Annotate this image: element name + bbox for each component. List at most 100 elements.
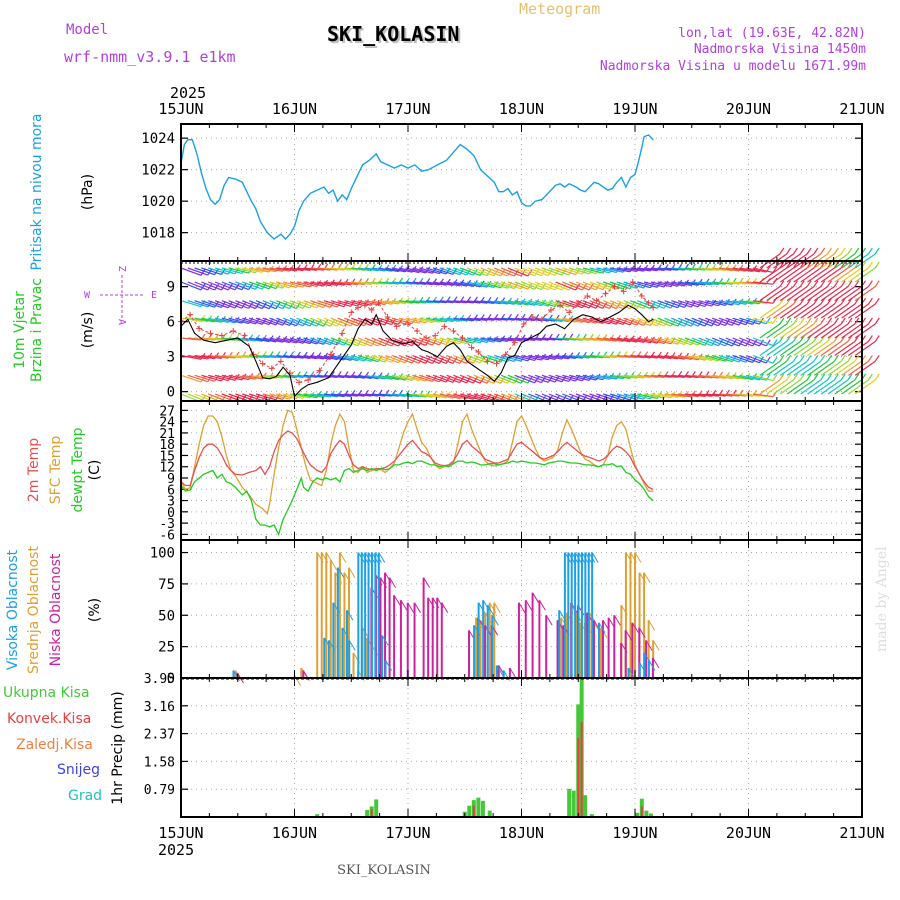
wind-barb (255, 354, 276, 359)
wind-barb (738, 318, 744, 326)
wind-barb (432, 317, 454, 323)
wind-barb (220, 268, 226, 275)
wind-barb (268, 302, 274, 309)
y-tick-label: 12 (159, 461, 175, 476)
wind-barb (201, 374, 222, 382)
wind-barb (705, 374, 726, 379)
wind-barb (283, 281, 304, 288)
wind-barb (445, 338, 451, 345)
wind-barb (507, 337, 528, 342)
wind-barb (296, 393, 317, 399)
wind-barb (786, 373, 792, 381)
wind-barb (254, 302, 260, 309)
compass-w: W (84, 290, 91, 301)
wind-barb (534, 376, 540, 384)
wind-barb (357, 281, 379, 285)
wind-barb (282, 300, 304, 309)
y-tick-label: 6 (167, 483, 175, 498)
mid-cloud-tick (294, 675, 301, 686)
wind-barb (779, 341, 801, 356)
wind-barb (799, 317, 805, 325)
wind-barb (187, 354, 208, 360)
wind-barb (704, 319, 710, 327)
wind-barb (459, 374, 481, 384)
wind-barb (541, 283, 546, 290)
wind-barb (847, 247, 853, 255)
wind-barb (398, 281, 419, 285)
wind-barb (317, 374, 338, 379)
wind-barb (391, 317, 413, 325)
wind-barb (351, 281, 372, 285)
wind-barb (439, 281, 460, 287)
wind-barb (766, 286, 788, 302)
wind-barb (596, 337, 617, 342)
wind-barb (378, 393, 399, 397)
wind-barb (800, 286, 822, 302)
wind-barb (296, 374, 317, 378)
wind-barb (494, 281, 515, 290)
wind-barb (289, 354, 311, 359)
mid-cloud-tick (643, 572, 651, 583)
wind-barb (261, 394, 267, 401)
wind-barb (214, 317, 236, 324)
wind-barb (378, 281, 399, 285)
precip-conv-bar (472, 805, 475, 817)
wind-barb (786, 267, 808, 283)
wind-barb (718, 267, 740, 272)
wind-barb (514, 300, 535, 306)
wind-barb (561, 375, 567, 383)
wind-barb (337, 374, 358, 379)
wind-barb (739, 300, 760, 305)
wind-barb (473, 374, 495, 384)
wind-barb (201, 281, 222, 291)
wind-barb (731, 318, 737, 326)
wind-barb (235, 374, 256, 380)
wind-barb (521, 300, 542, 307)
wind-barb (691, 354, 712, 362)
meteogram-label: Meteogram (519, 0, 600, 18)
wind-barb (678, 374, 699, 379)
y-tick-label: 6 (167, 315, 175, 331)
wind-barb (671, 281, 692, 287)
y-tick-label: 1024 (141, 131, 175, 147)
wind-barb (357, 267, 379, 272)
wind-barb (799, 280, 805, 287)
wind-barb (678, 267, 699, 271)
wind-barb (813, 373, 819, 381)
wind-barb (678, 281, 699, 286)
wind-barb (248, 337, 270, 343)
wind-barb (569, 317, 590, 324)
wind-barb (637, 374, 658, 379)
wind-barb (466, 281, 488, 288)
wind-barb (731, 339, 737, 347)
wind-barb (758, 317, 764, 325)
wind-barb (228, 300, 249, 309)
y-tick-label: 3 (167, 350, 175, 366)
y-tick-label: 3.16 (144, 700, 175, 715)
x-tick-label-bottom: 16JUN (272, 824, 317, 842)
wind-barb (568, 281, 590, 291)
precip-conv-bar (580, 721, 583, 817)
wind-barb (773, 341, 794, 356)
wind-barb (466, 337, 488, 344)
wind-barb (323, 281, 345, 286)
wind-barb (759, 379, 781, 395)
wind-barb (732, 393, 753, 397)
wind-barb (446, 300, 467, 304)
wind-barb (200, 268, 206, 276)
low-cloud-tick (545, 615, 553, 626)
precip-legend-label: Snijeg (57, 762, 100, 778)
wind-barb (792, 355, 798, 362)
wind-gust-marker (241, 332, 248, 339)
wind-barb (221, 267, 243, 274)
wind-barb (541, 281, 563, 291)
wind-barb (786, 303, 808, 319)
wind-barb (609, 374, 631, 379)
wind-barb (718, 354, 740, 363)
wind-barb (561, 268, 567, 276)
wind-barb (867, 373, 873, 381)
wind-barb (595, 301, 601, 309)
wind-barb (378, 300, 399, 305)
wind-gust-marker (557, 302, 564, 309)
wind-barb (554, 375, 560, 383)
